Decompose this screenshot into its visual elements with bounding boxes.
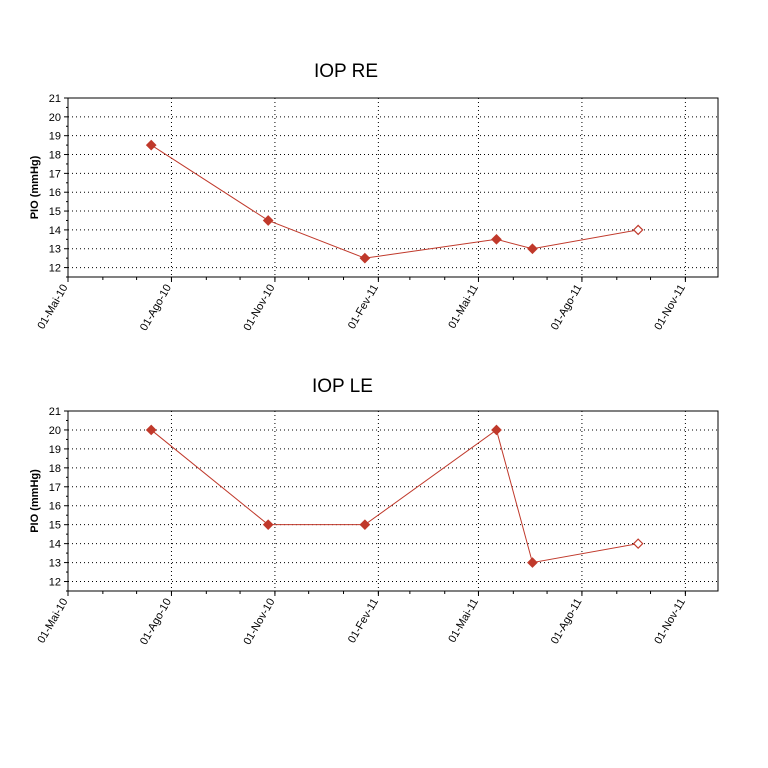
y-tick-label-le: 20 xyxy=(49,425,61,437)
x-tick-label-le: 01-Mai-11 xyxy=(446,597,481,645)
data-point-le xyxy=(632,538,644,549)
y-tick-label-le: 17 xyxy=(49,482,61,494)
y-tick-label-le: 14 xyxy=(49,539,61,551)
data-point-le xyxy=(527,557,538,568)
data-point-le xyxy=(491,424,502,436)
y-tick-label-re: 20 xyxy=(49,112,61,124)
plot-area-re xyxy=(67,97,719,278)
data-point-re xyxy=(262,215,274,226)
data-point-le xyxy=(262,519,274,531)
data-point-re xyxy=(527,243,538,255)
y-tick-label-re: 18 xyxy=(49,150,61,162)
y-tick-label-re: 16 xyxy=(49,187,61,199)
y-tick-label-re: 19 xyxy=(49,131,61,143)
y-axis-label-re: PIO (mmHg) xyxy=(29,155,41,219)
y-axis-label-le: PIO (mmHg) xyxy=(29,469,41,533)
y-tick-label-le: 16 xyxy=(49,501,61,513)
chart-title-le: IOP LE xyxy=(312,376,373,397)
y-tick-label-le: 13 xyxy=(49,558,61,570)
x-tick-label-le: 01-Fev-11 xyxy=(346,597,381,646)
data-point-le xyxy=(359,519,371,531)
x-tick-label-le: 01-Nov-11 xyxy=(652,597,688,647)
x-tick-label-le: 01-Mai-10 xyxy=(35,597,70,646)
y-tick-label-le: 21 xyxy=(49,406,61,418)
y-tick-label-re: 13 xyxy=(49,244,61,256)
y-tick-label-re: 15 xyxy=(49,206,61,218)
y-tick-label-re: 12 xyxy=(49,263,61,275)
y-tick-label-le: 19 xyxy=(49,444,61,456)
y-tick-label-le: 12 xyxy=(49,577,61,589)
x-tick-label-le: 01-Nov-10 xyxy=(241,597,277,647)
plot-area-le xyxy=(67,410,719,592)
chart-title-re: IOP RE xyxy=(314,61,379,82)
data-point-le xyxy=(145,424,157,436)
data-point-re xyxy=(359,252,371,264)
series-line-le xyxy=(150,429,639,564)
x-tick-label-le: 01-Ago-10 xyxy=(138,597,174,647)
data-point-re xyxy=(632,224,644,236)
y-tick-label-re: 21 xyxy=(49,93,61,105)
y-tick-label-re: 14 xyxy=(49,225,61,237)
data-point-re xyxy=(491,233,502,245)
y-tick-label-le: 18 xyxy=(49,463,61,475)
series-line-re xyxy=(150,144,639,259)
data-point-re xyxy=(145,139,157,151)
y-tick-label-re: 17 xyxy=(49,168,61,180)
y-tick-label-le: 15 xyxy=(49,520,61,532)
x-tick-label-le: 01-Ago-11 xyxy=(549,597,585,647)
